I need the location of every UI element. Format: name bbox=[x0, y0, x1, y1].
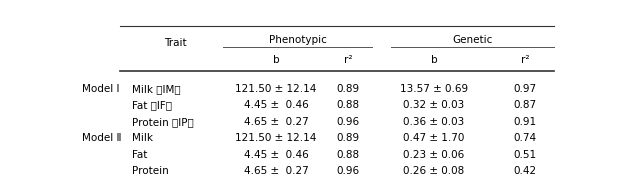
Text: 4.45 ±  0.46: 4.45 ± 0.46 bbox=[243, 100, 308, 110]
Text: Milk （IM）: Milk （IM） bbox=[132, 84, 181, 94]
Text: Genetic: Genetic bbox=[452, 35, 493, 45]
Text: 0.26 ± 0.08: 0.26 ± 0.08 bbox=[404, 166, 465, 176]
Text: b: b bbox=[273, 55, 279, 65]
Text: 0.51: 0.51 bbox=[514, 150, 536, 160]
Text: 0.89: 0.89 bbox=[336, 133, 360, 143]
Text: 121.50 ± 12.14: 121.50 ± 12.14 bbox=[235, 133, 316, 143]
Text: Milk: Milk bbox=[132, 133, 153, 143]
Text: 121.50 ± 12.14: 121.50 ± 12.14 bbox=[235, 84, 316, 94]
Text: 0.87: 0.87 bbox=[514, 100, 536, 110]
Text: 0.88: 0.88 bbox=[336, 100, 360, 110]
Text: r²: r² bbox=[521, 55, 530, 65]
Text: Model I: Model I bbox=[82, 84, 119, 94]
Text: 4.65 ±  0.27: 4.65 ± 0.27 bbox=[243, 166, 308, 176]
Text: Fat （IF）: Fat （IF） bbox=[132, 100, 172, 110]
Text: Model Ⅱ: Model Ⅱ bbox=[82, 133, 122, 143]
Text: 4.45 ±  0.46: 4.45 ± 0.46 bbox=[243, 150, 308, 160]
Text: Protein: Protein bbox=[132, 166, 169, 176]
Text: 0.23 ± 0.06: 0.23 ± 0.06 bbox=[404, 150, 465, 160]
Text: 13.57 ± 0.69: 13.57 ± 0.69 bbox=[400, 84, 468, 94]
Text: 4.65 ±  0.27: 4.65 ± 0.27 bbox=[243, 117, 308, 127]
Text: 0.36 ± 0.03: 0.36 ± 0.03 bbox=[404, 117, 465, 127]
Text: 0.96: 0.96 bbox=[336, 166, 360, 176]
Text: 0.91: 0.91 bbox=[514, 117, 536, 127]
Text: 0.97: 0.97 bbox=[514, 84, 536, 94]
Text: b: b bbox=[431, 55, 438, 65]
Text: 0.89: 0.89 bbox=[336, 84, 360, 94]
Text: 0.88: 0.88 bbox=[336, 150, 360, 160]
Text: Fat: Fat bbox=[132, 150, 148, 160]
Text: 0.32 ± 0.03: 0.32 ± 0.03 bbox=[404, 100, 465, 110]
Text: 0.42: 0.42 bbox=[514, 166, 536, 176]
Text: r²: r² bbox=[344, 55, 352, 65]
Text: Phenotypic: Phenotypic bbox=[269, 35, 326, 45]
Text: Protein （IP）: Protein （IP） bbox=[132, 117, 194, 127]
Text: 0.74: 0.74 bbox=[514, 133, 536, 143]
Text: 0.47 ± 1.70: 0.47 ± 1.70 bbox=[404, 133, 465, 143]
Text: Trait: Trait bbox=[164, 38, 187, 48]
Text: 0.96: 0.96 bbox=[336, 117, 360, 127]
